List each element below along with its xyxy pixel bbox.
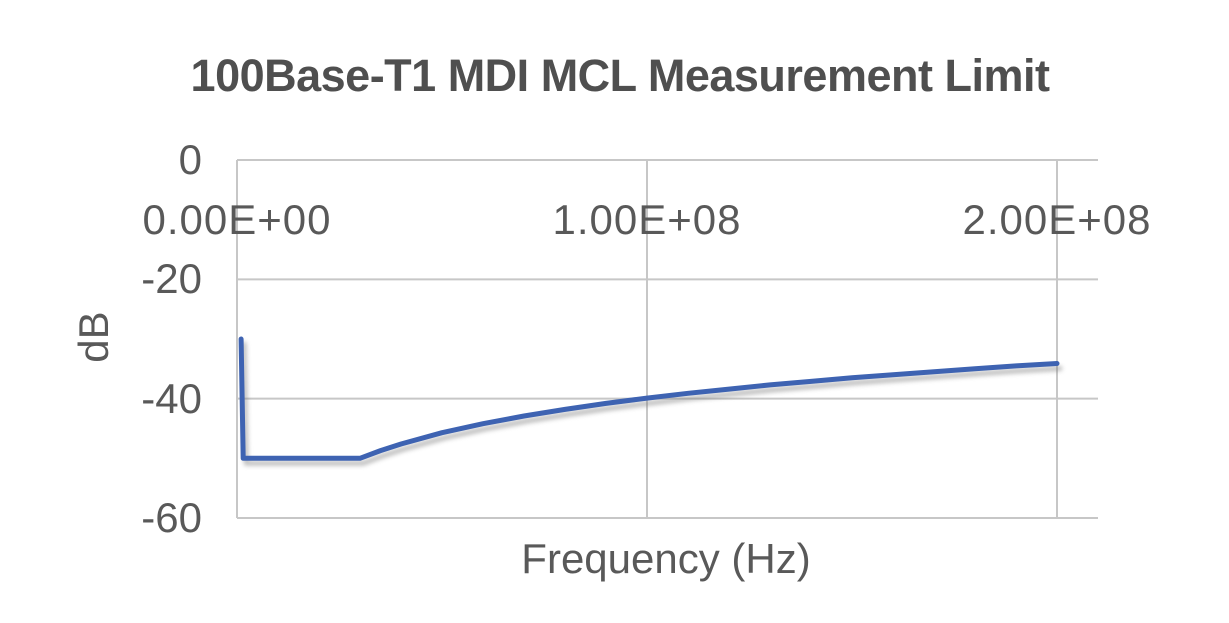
limit-line-series [238, 336, 1060, 461]
x-axis-title: Frequency (Hz) [521, 535, 811, 582]
x-tick-label: 2.00E+08 [962, 196, 1152, 243]
x-tick-label: 0.00E+00 [142, 196, 332, 243]
y-tick-label: 0 [178, 136, 202, 183]
y-axis-title: dB [70, 311, 117, 363]
x-tick-label: 1.00E+08 [552, 196, 742, 243]
y-tick-label: -40 [141, 374, 202, 422]
y-tick-label: -60 [141, 494, 202, 541]
y-tick-label: -20 [141, 255, 202, 303]
chart-title: 100Base-T1 MDI MCL Measurement Limit [190, 50, 1050, 101]
